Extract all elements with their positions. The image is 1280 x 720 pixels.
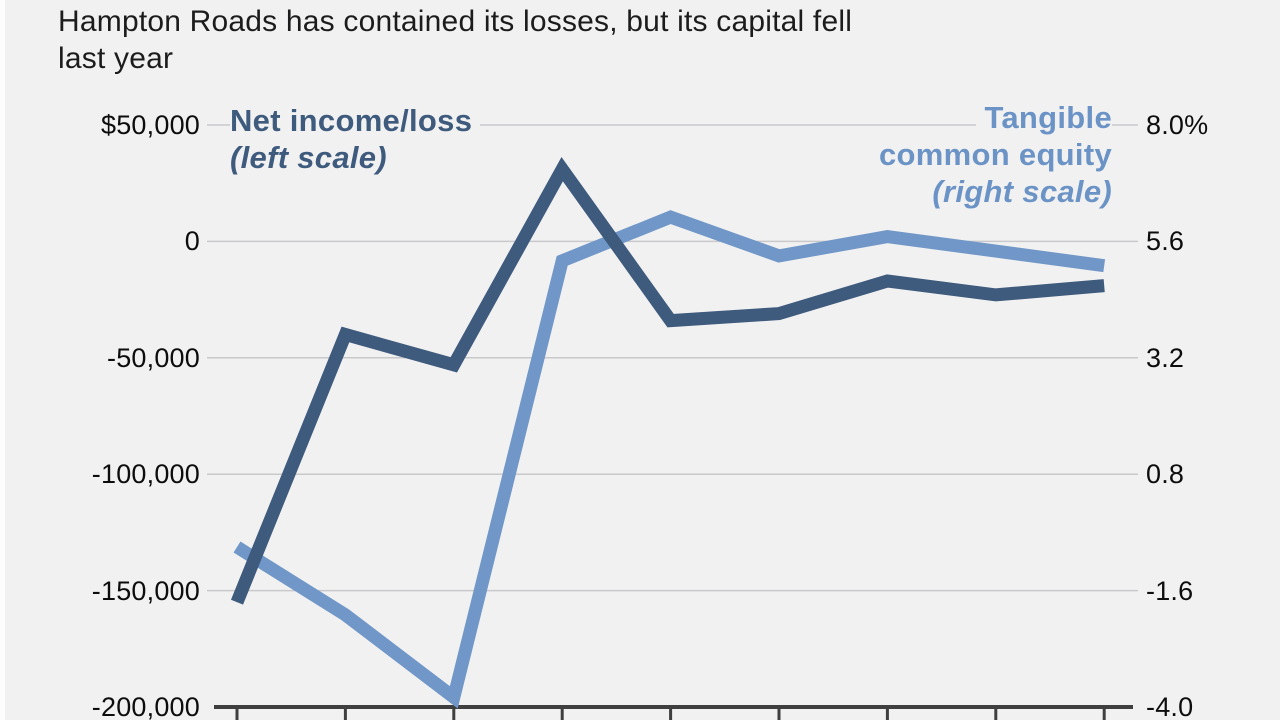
left-axis-tick-label: 0: [184, 226, 200, 257]
right-axis-tick-label: 8.0%: [1146, 110, 1209, 140]
legend-tce-label-line1: Tangible: [976, 99, 1112, 136]
left-axis-tick-label: -200,000: [91, 692, 200, 720]
legend-net-income: Net income/loss (left scale): [230, 102, 481, 176]
left-axis-tick-label: -100,000: [91, 459, 200, 490]
chart-title-line1: Hampton Roads has contained its losses, …: [58, 5, 853, 38]
series-line-right: [233, 210, 1106, 709]
legend-net-income-scale-note: (left scale): [230, 139, 395, 176]
legend-net-income-label: Net income/loss: [230, 102, 481, 139]
right-axis-tick-label: 3.2: [1146, 342, 1185, 373]
legend-tce-label-line2: common equity: [871, 136, 1112, 173]
chart-title: Hampton Roads has contained its losses, …: [58, 3, 852, 77]
chart-title-line2: last year: [58, 42, 174, 75]
left-axis-tick-label: $50,000: [101, 110, 200, 140]
left-edge-strip: [0, 0, 5, 720]
legend-tce-scale-note: (right scale): [924, 173, 1112, 210]
left-axis-tick-label: -150,000: [91, 575, 200, 606]
right-axis-tick-label: -4.0: [1146, 692, 1194, 720]
right-axis-tick-label: 0.8: [1146, 459, 1185, 490]
series-line-left: [230, 157, 1105, 605]
left-axis-tick-label: -50,000: [107, 342, 200, 373]
right-axis-tick-label: 5.6: [1146, 226, 1185, 257]
legend-tangible-common-equity: Tangible common equity (right scale): [871, 99, 1112, 210]
right-axis-tick-label: -1.6: [1146, 575, 1194, 606]
